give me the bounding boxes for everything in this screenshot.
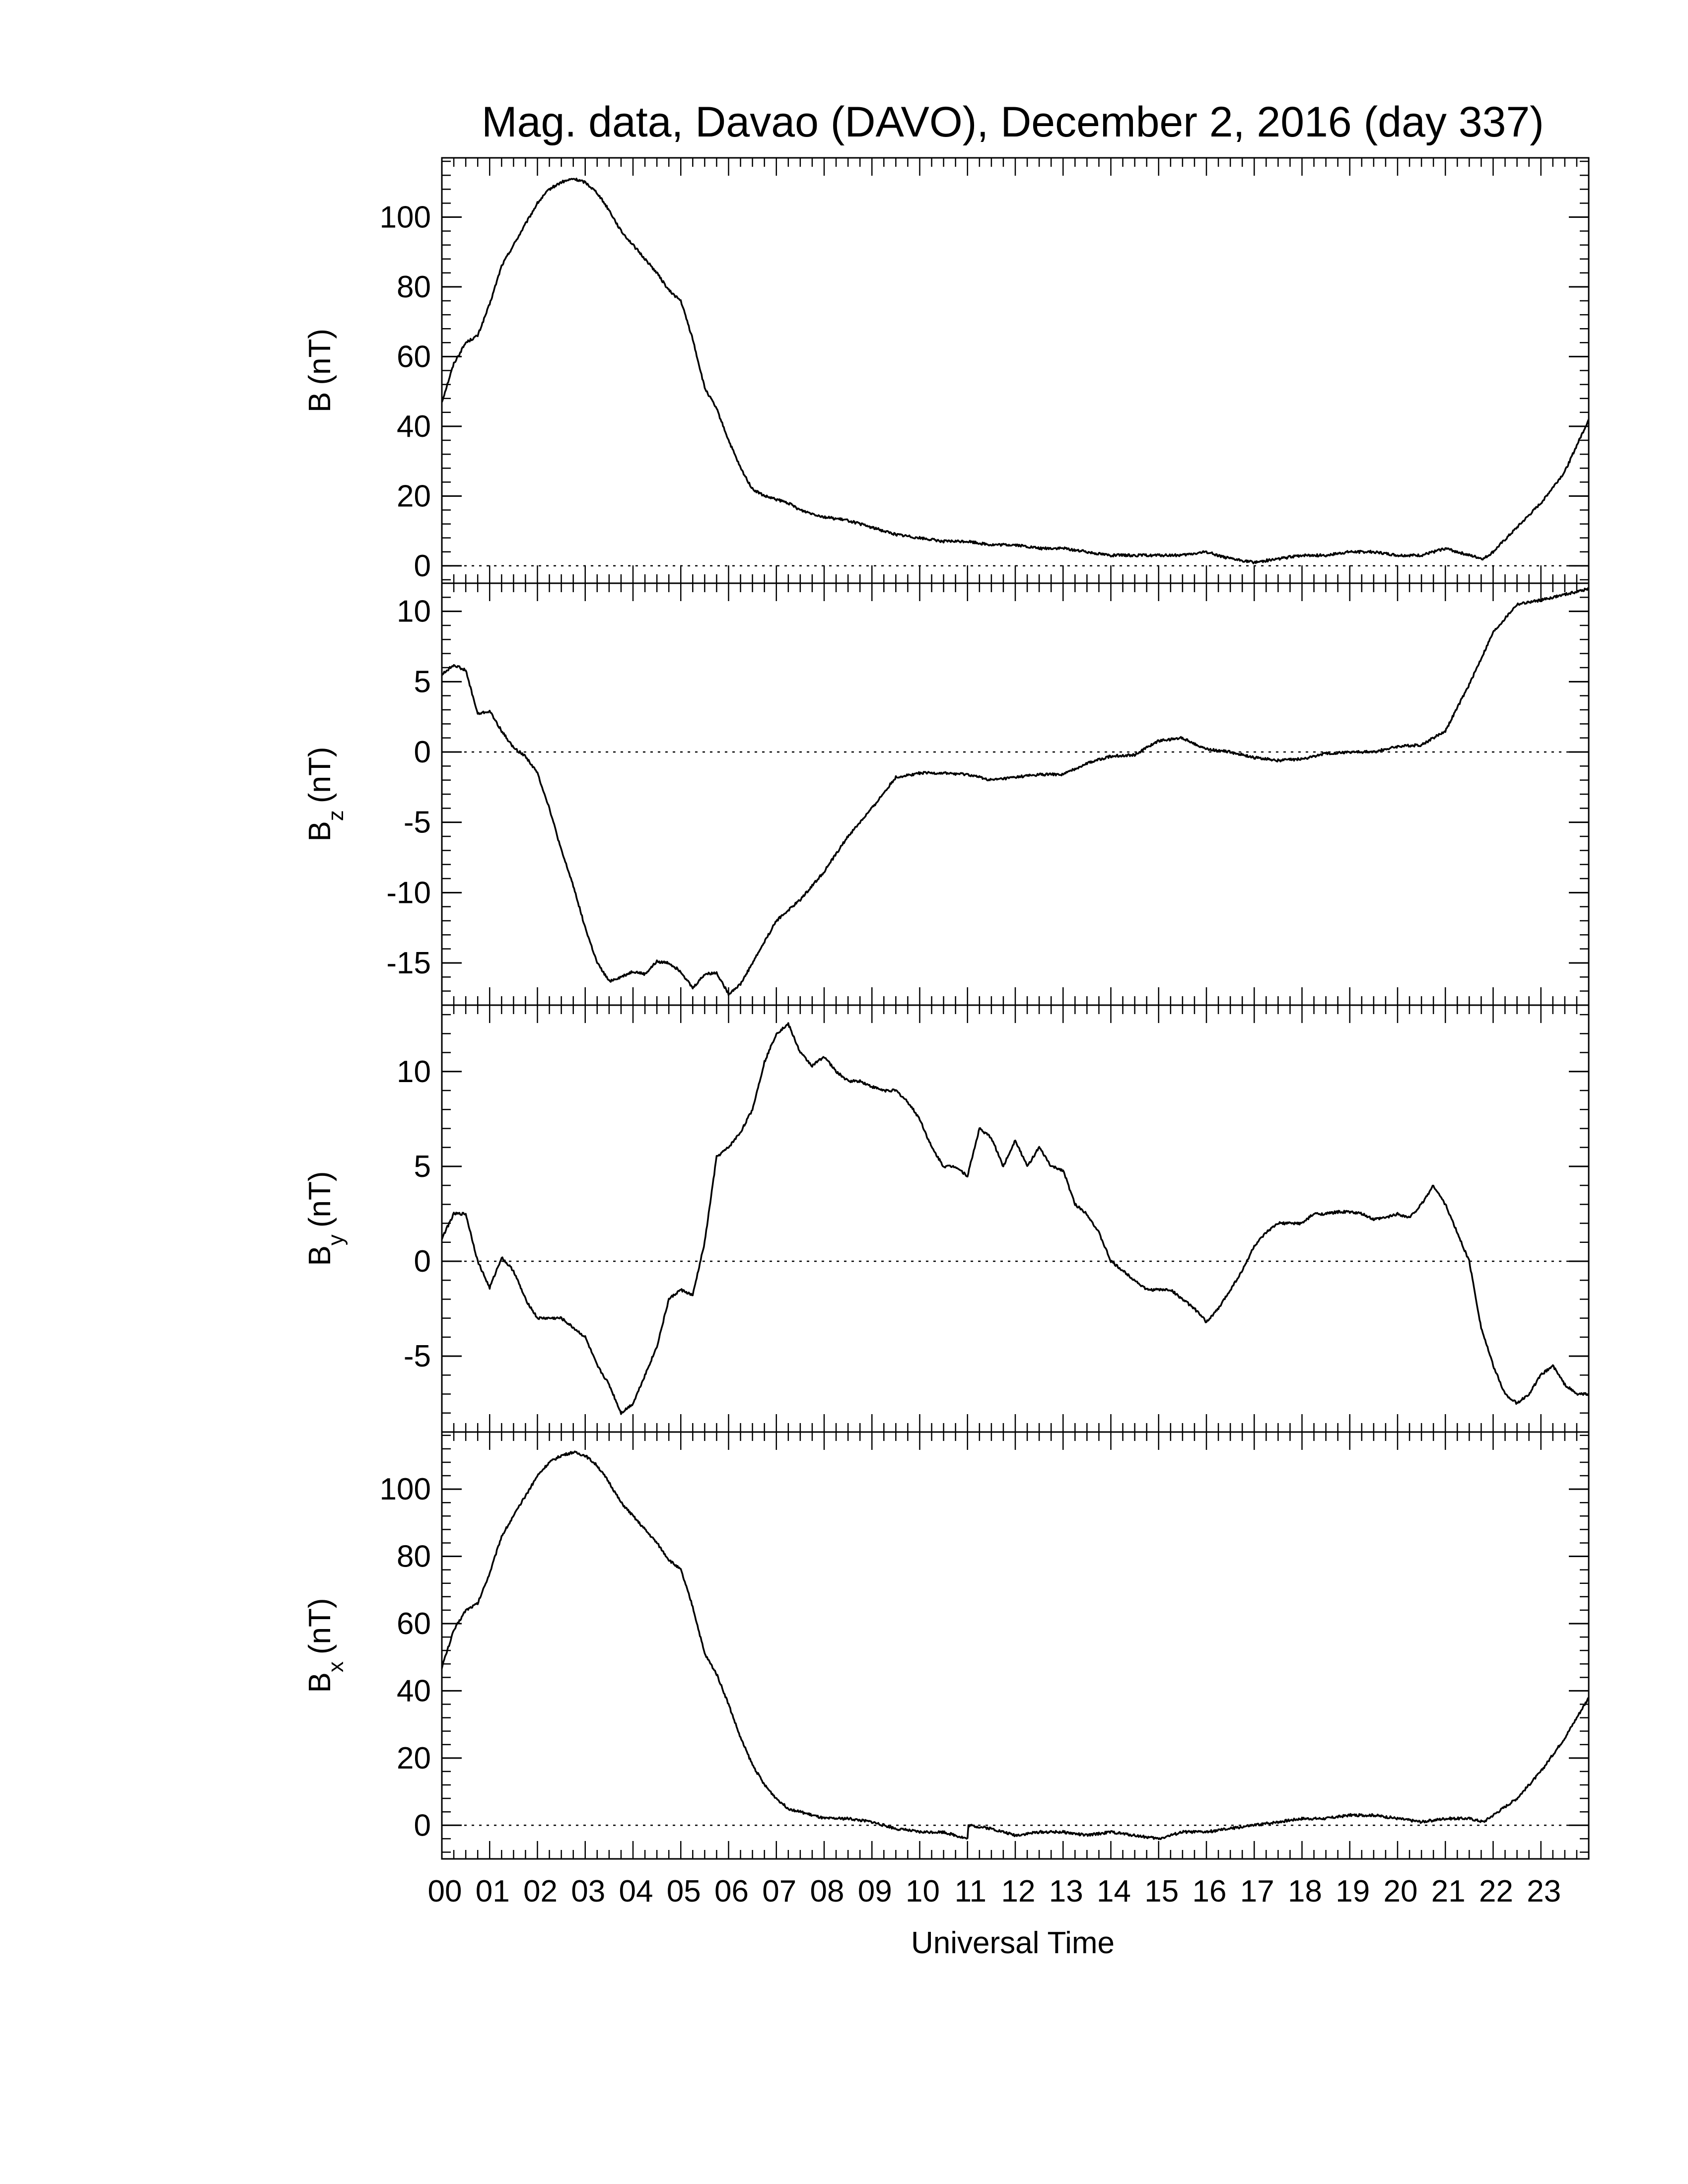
- y-tick-label: 0: [414, 1244, 431, 1279]
- x-tick-label: 11: [955, 1874, 986, 1909]
- y-tick-label: 5: [414, 665, 431, 699]
- panel-frame: [441, 157, 1590, 584]
- y-tick-label: 80: [397, 270, 431, 304]
- y-tick-label: 0: [414, 1808, 431, 1843]
- panel-2: 10 5 0 -5 -10 -15 Bz (nT): [303, 582, 1590, 1006]
- y-tick-label: -10: [386, 876, 431, 910]
- y-axis-label-unit: (nT): [303, 1171, 337, 1228]
- panel-1: 0 20 40 60 80 100 B (nT): [303, 157, 1590, 584]
- panel-3: 10 5 0 -5 By (nT): [303, 1004, 1590, 1433]
- y-axis-label-main: B: [303, 1672, 337, 1693]
- panel-4: 0 20 40 60 80 100 Bx (nT): [303, 1431, 1590, 1860]
- y-axis-label: Bx (nT): [303, 1598, 348, 1693]
- y-axis-label-subscript: z: [324, 810, 348, 821]
- x-tick-label: 16: [1193, 1874, 1227, 1909]
- y-axis-label-main: B: [303, 1245, 337, 1266]
- x-tick-label: 21: [1431, 1874, 1466, 1909]
- y-axis-label-unit: (nT): [303, 329, 337, 385]
- y-axis-label-main: B: [303, 821, 337, 841]
- x-tick-label: 02: [523, 1874, 558, 1909]
- x-tick-label: 14: [1097, 1874, 1131, 1909]
- x-tick-label: 17: [1240, 1874, 1274, 1909]
- y-axis-label-subscript: y: [324, 1234, 348, 1245]
- x-tick-label: 06: [714, 1874, 749, 1909]
- y-axis-label-main: B: [303, 392, 337, 412]
- x-tick-label: 09: [858, 1874, 892, 1909]
- x-axis-label: Universal Time: [911, 1926, 1115, 1960]
- panels: 0 20 40 60 80 100 B (nT) 10 5 0 -5 -10 -15 Bz (nT) 10 5 0 -…: [303, 157, 1590, 1860]
- x-tick-label: 23: [1527, 1874, 1561, 1909]
- y-axis-label-unit: (nT): [303, 1598, 337, 1654]
- y-axis-label-subscript: x: [324, 1661, 348, 1672]
- y-tick-label: -5: [404, 1339, 431, 1373]
- series-line-3: [441, 1022, 1590, 1415]
- x-tick-label: 10: [906, 1874, 940, 1909]
- x-tick-label: 00: [428, 1874, 462, 1909]
- y-tick-label: 5: [414, 1150, 431, 1184]
- y-tick-label: 40: [397, 410, 431, 444]
- y-tick-label: 80: [397, 1540, 431, 1574]
- x-tick-label: 20: [1384, 1874, 1418, 1909]
- y-tick-label: -15: [386, 946, 431, 980]
- y-tick-label: -5: [404, 806, 431, 840]
- panel-frame: [441, 1431, 1590, 1860]
- x-tick-label: 08: [810, 1874, 844, 1909]
- x-tick-label: 01: [476, 1874, 510, 1909]
- y-axis-label-unit: (nT): [303, 747, 337, 803]
- y-tick-label: 10: [397, 1055, 431, 1089]
- x-tick-label: 12: [1001, 1874, 1036, 1909]
- chart-title: Mag. data, Davao (DAVO), December 2, 201…: [482, 98, 1544, 146]
- y-tick-label: 60: [397, 1607, 431, 1641]
- panel-frame: [441, 582, 1590, 1006]
- series-line-1: [441, 177, 1590, 564]
- x-tick-label: 03: [571, 1874, 605, 1909]
- y-tick-label: 0: [414, 549, 431, 583]
- panel-frame: [441, 1004, 1590, 1433]
- x-tick-label: 22: [1479, 1874, 1513, 1909]
- y-axis-label: By (nT): [303, 1171, 348, 1266]
- y-tick-label: 100: [380, 1472, 431, 1506]
- x-tick-label: 19: [1336, 1874, 1370, 1909]
- series-line-4: [441, 1450, 1590, 1841]
- y-tick-label: 0: [414, 735, 431, 769]
- y-axis-label: B (nT): [303, 329, 337, 412]
- x-tick-label: 13: [1049, 1874, 1083, 1909]
- y-tick-label: 10: [397, 595, 431, 629]
- y-tick-label: 20: [397, 1741, 431, 1775]
- x-tick-label: 04: [619, 1874, 653, 1909]
- x-tick-label: 07: [762, 1874, 796, 1909]
- x-tick-label: 15: [1144, 1874, 1179, 1909]
- series-line-2: [441, 587, 1590, 996]
- y-tick-label: 20: [397, 479, 431, 513]
- x-tick-label: 18: [1288, 1874, 1322, 1909]
- y-tick-label: 100: [380, 200, 431, 234]
- y-tick-label: 60: [397, 340, 431, 374]
- x-tick-label: 05: [667, 1874, 701, 1909]
- x-axis: 00 01 02 03 04 05 06 07 08 09 10 11 12 13 14 15 16 17 18 19…: [428, 1874, 1561, 1909]
- y-axis-label: Bz (nT): [303, 747, 348, 841]
- y-tick-label: 40: [397, 1674, 431, 1708]
